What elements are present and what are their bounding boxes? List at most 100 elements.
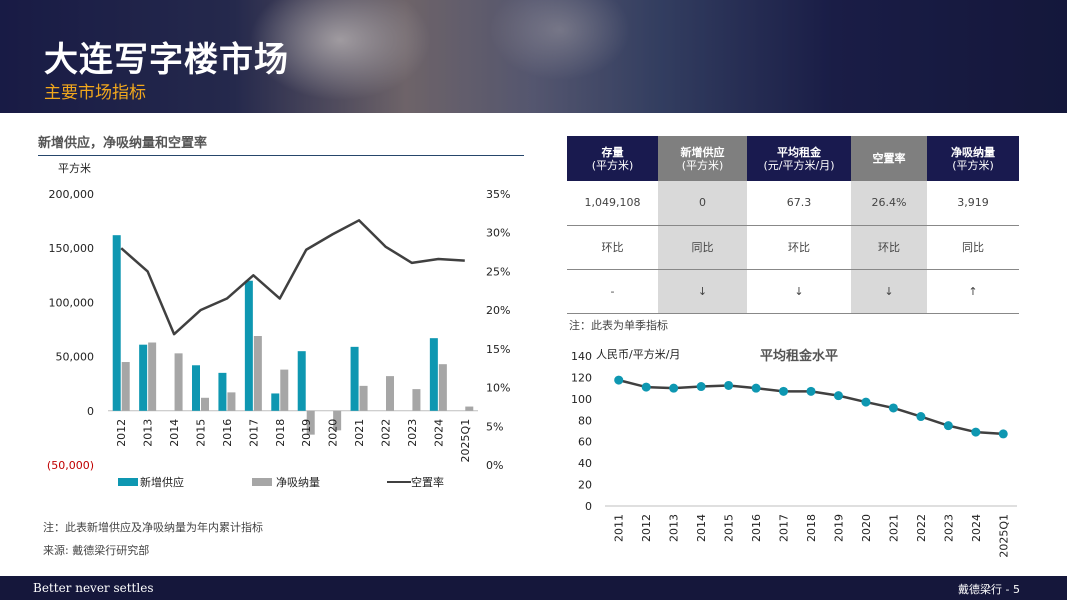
absorption-bar xyxy=(174,353,183,411)
x-tick-label: 2019 xyxy=(300,419,313,447)
kpi-trend-row: - ↓ ↓ ↓ ↑ xyxy=(567,269,1019,314)
kpi-comparison: 同比 xyxy=(658,225,747,270)
x-tick-label: 2019 xyxy=(832,514,845,542)
supply-bar xyxy=(297,351,306,411)
rent-point xyxy=(614,375,624,385)
x-tick-label: 2017 xyxy=(247,419,260,447)
absorption-bar xyxy=(465,406,474,411)
absorption-bar xyxy=(412,389,421,411)
x-tick-label: 2021 xyxy=(887,514,900,542)
rent-point xyxy=(696,382,706,392)
x-tick-label: 2020 xyxy=(860,514,873,542)
y-right-tick-label: 20% xyxy=(486,304,510,317)
x-tick-label: 2016 xyxy=(221,419,234,447)
rent-point xyxy=(806,386,816,396)
y-right-tick-label: 10% xyxy=(486,382,510,395)
rent-point xyxy=(916,412,926,422)
supply-bar xyxy=(429,338,438,411)
x-tick-label: 2012 xyxy=(115,419,128,447)
rent-point xyxy=(943,421,953,431)
y-tick-label: 80 xyxy=(578,414,592,427)
supply-bar xyxy=(112,235,121,411)
x-tick-label: 2025Q1 xyxy=(997,514,1010,558)
rent-point xyxy=(998,429,1008,439)
kpi-table-note: 注：此表为单季指标 xyxy=(569,319,668,332)
kpi-value: 1,049,108 xyxy=(567,181,658,226)
y-tick-label: 40 xyxy=(578,457,592,470)
kpi-table: 存量 (平方米) 新增供应 (平方米) 平均租金 (元/平方米/月) 空置率 净吸纳量… xyxy=(567,136,1019,314)
legend-label-absorption: 净吸纳量 xyxy=(276,475,320,489)
trend-icon: ↓ xyxy=(747,269,851,314)
y-right-tick-label: 30% xyxy=(486,227,510,240)
x-tick-label: 2018 xyxy=(274,419,287,447)
kpi-header-row: 存量 (平方米) 新增供应 (平方米) 平均租金 (元/平方米/月) 空置率 净吸纳量… xyxy=(567,136,1019,181)
kpi-value: 3,919 xyxy=(927,181,1019,226)
supply-bar xyxy=(244,280,253,411)
legend-label-vacancy: 空置率 xyxy=(411,475,444,489)
kpi-comparison: 环比 xyxy=(747,225,851,270)
kpi-value: 0 xyxy=(658,181,747,226)
page-title: 大连写字楼市场 xyxy=(44,40,289,80)
x-tick-label: 2015 xyxy=(195,419,208,447)
y-right-tick-label: 25% xyxy=(486,265,510,278)
absorption-bar xyxy=(438,364,447,411)
x-tick-label: 2017 xyxy=(778,514,791,542)
y-axis-label: 人民币/平方米/月 xyxy=(596,347,680,361)
kpi-comparison: 同比 xyxy=(927,225,1019,270)
kpi-value: 26.4% xyxy=(851,181,927,226)
trend-icon: - xyxy=(567,269,658,314)
page-subtitle: 主要市场指标 xyxy=(44,83,146,103)
kpi-header-rent: 平均租金 (元/平方米/月) xyxy=(747,136,851,181)
kpi-header-vacancy: 空置率 xyxy=(851,136,927,181)
x-tick-label: 2011 xyxy=(613,514,626,542)
footer-slogan: Better never settles xyxy=(33,581,154,595)
y-tick-label: 0 xyxy=(585,500,592,513)
supply-chart-unit: 平方米 xyxy=(58,162,91,175)
y-left-tick-label: 200,000 xyxy=(49,188,95,201)
absorption-bar xyxy=(333,410,342,431)
footer-bar: Better never settles 戴德梁行 - 5 xyxy=(0,576,1067,600)
x-tick-label: 2015 xyxy=(723,514,736,542)
y-left-tick-label: (50,000) xyxy=(47,459,94,472)
absorption-bar xyxy=(148,342,157,411)
y-tick-label: 140 xyxy=(571,350,592,363)
average-rent-chart: 0 20 40 60 80 100 120 140 人民币/平方米/月 平均租金水平 2011 201… xyxy=(571,347,1017,558)
x-tick-label: 2013 xyxy=(142,419,155,447)
y-tick-label: 100 xyxy=(571,393,592,406)
x-tick-label: 2021 xyxy=(353,419,366,447)
kpi-comparison: 环比 xyxy=(851,225,927,270)
x-tick-label: 2024 xyxy=(432,419,445,447)
y-left-tick-label: 50,000 xyxy=(56,351,95,364)
absorption-bar xyxy=(201,397,209,411)
x-tick-label: 2014 xyxy=(168,419,181,447)
kpi-value-row: 1,049,108 0 67.3 26.4% 3,919 xyxy=(567,181,1019,226)
x-tick-label: 2013 xyxy=(668,514,681,542)
absorption-bar xyxy=(253,336,262,411)
x-tick-label: 2014 xyxy=(695,514,708,542)
x-tick-label: 2020 xyxy=(327,419,340,447)
legend-label-supply: 新增供应 xyxy=(140,475,184,489)
rent-point xyxy=(861,397,871,407)
rent-point xyxy=(888,403,898,413)
x-tick-label: 2022 xyxy=(380,419,393,447)
x-tick-label: 2022 xyxy=(915,514,928,542)
x-tick-label: 2018 xyxy=(805,514,818,542)
supply-chart-title: 新增供应，净吸纳量和空置率 xyxy=(38,136,208,151)
rent-point xyxy=(833,391,843,401)
supply-bar xyxy=(218,372,227,411)
x-tick-label: 2025Q1 xyxy=(459,419,472,463)
absorption-bar xyxy=(386,376,394,411)
trend-icon: ↓ xyxy=(851,269,927,314)
absorption-bar xyxy=(306,410,315,435)
kpi-header-new-supply: 新增供应 (平方米) xyxy=(658,136,747,181)
section-divider xyxy=(38,155,524,156)
y-right-tick-label: 35% xyxy=(486,188,510,201)
supply-absorption-vacancy-chart: 200,000 150,000 100,000 50,000 0 (50,000) 35% 3… xyxy=(47,188,511,489)
header-banner: 大连写字楼市场 主要市场指标 xyxy=(0,0,1067,113)
kpi-comparison: 环比 xyxy=(567,225,658,270)
vacancy-rate-line xyxy=(120,219,465,336)
kpi-value: 67.3 xyxy=(747,181,851,226)
x-tick-label: 2016 xyxy=(750,514,763,542)
supply-bar xyxy=(271,393,280,411)
x-tick-label: 2012 xyxy=(640,514,653,542)
